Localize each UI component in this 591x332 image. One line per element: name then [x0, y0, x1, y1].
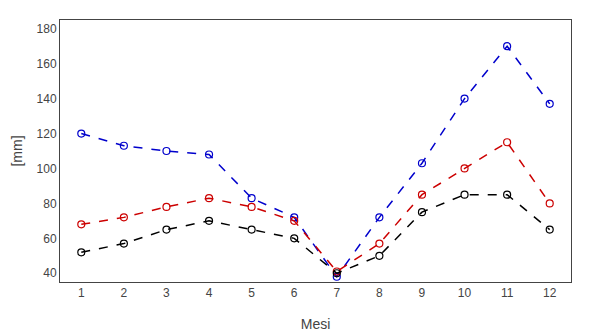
svg-text:9: 9 — [419, 286, 426, 300]
svg-text:120: 120 — [37, 127, 57, 141]
svg-text:140: 140 — [37, 92, 57, 106]
svg-text:Mesi: Mesi — [301, 316, 331, 332]
svg-text:2: 2 — [121, 286, 128, 300]
svg-text:1: 1 — [78, 286, 85, 300]
svg-text:80: 80 — [43, 197, 57, 211]
svg-text:12: 12 — [543, 286, 557, 300]
svg-text:10: 10 — [458, 286, 472, 300]
svg-text:3: 3 — [163, 286, 170, 300]
svg-text:4: 4 — [206, 286, 213, 300]
svg-text:[mm]: [mm] — [9, 135, 25, 166]
svg-text:11: 11 — [501, 286, 514, 300]
svg-text:160: 160 — [37, 57, 57, 71]
svg-text:8: 8 — [376, 286, 383, 300]
svg-text:40: 40 — [43, 266, 57, 280]
svg-text:6: 6 — [291, 286, 298, 300]
svg-text:100: 100 — [37, 162, 57, 176]
svg-text:5: 5 — [248, 286, 255, 300]
svg-text:60: 60 — [43, 232, 57, 246]
svg-text:180: 180 — [37, 22, 57, 36]
svg-text:7: 7 — [333, 286, 340, 300]
